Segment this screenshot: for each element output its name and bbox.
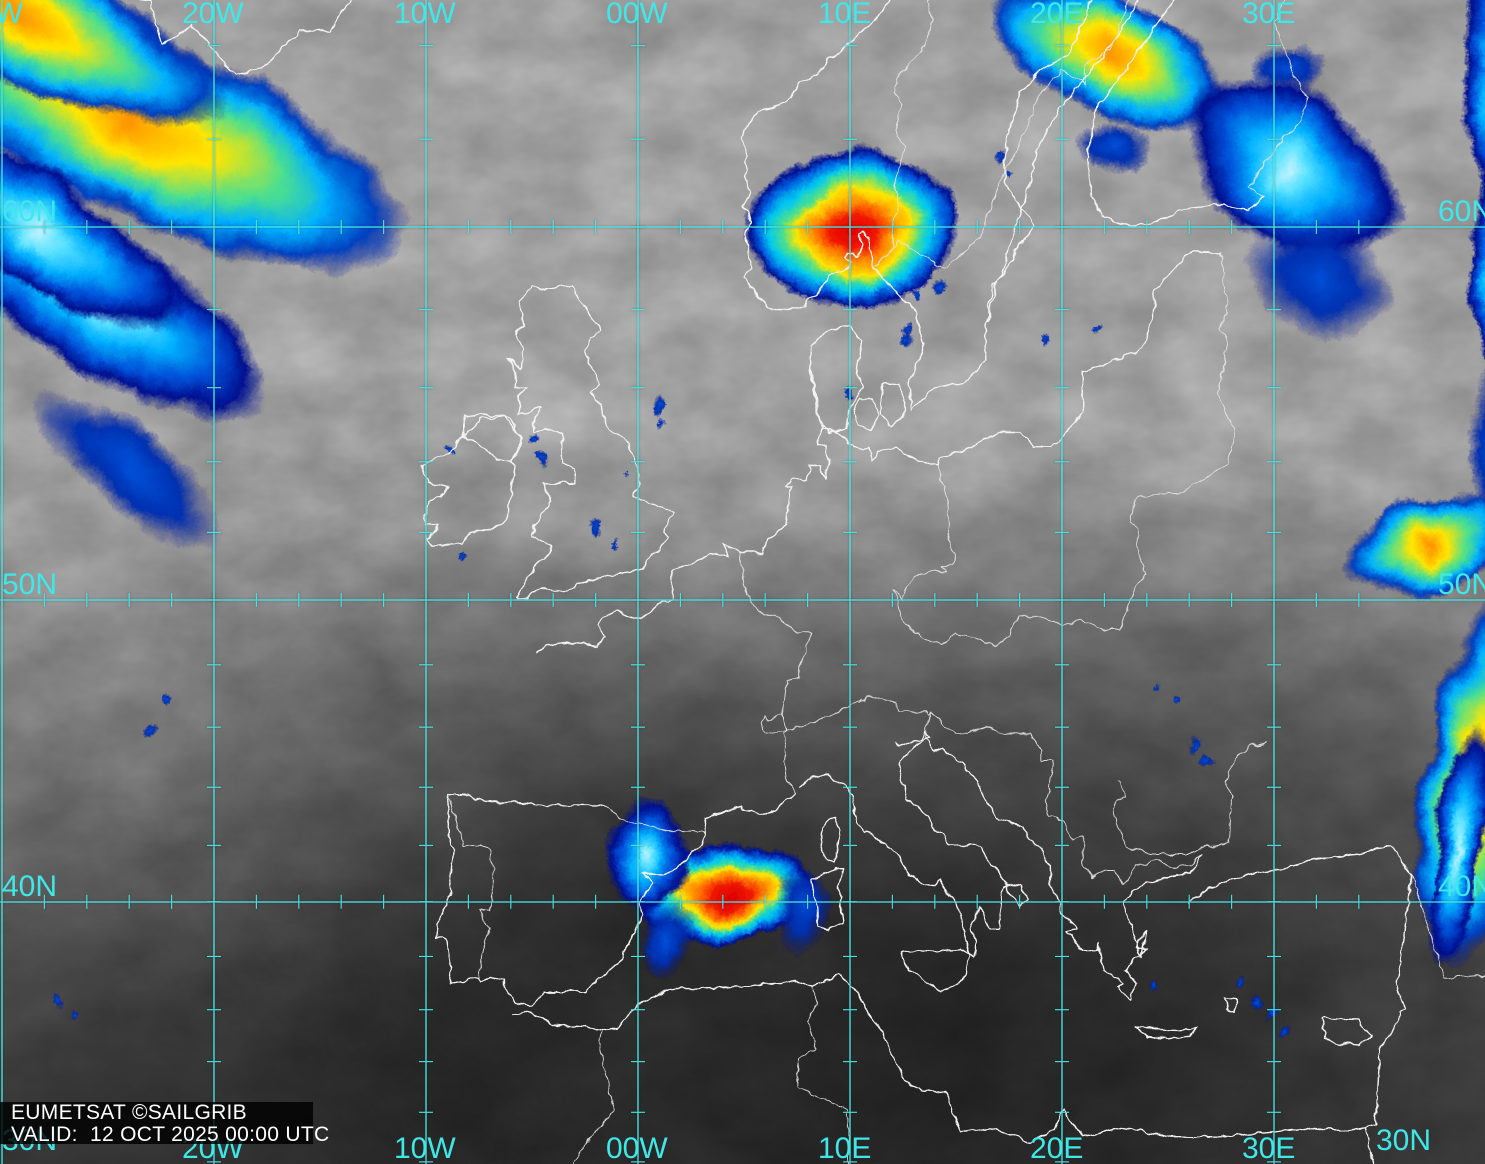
svg-text:50N: 50N (1438, 568, 1485, 601)
svg-text:10E: 10E (818, 1132, 871, 1164)
svg-text:40N: 40N (1438, 870, 1485, 903)
svg-text:20E: 20E (1030, 1132, 1083, 1164)
svg-text:00W: 00W (606, 0, 668, 30)
svg-text:50N: 50N (2, 568, 57, 601)
svg-text:60N: 60N (1438, 195, 1485, 228)
svg-text:00W: 00W (606, 1132, 668, 1164)
svg-text:20E: 20E (1030, 0, 1083, 30)
svg-text:60N: 60N (2, 195, 57, 228)
svg-text:10W: 10W (394, 1132, 456, 1164)
svg-text:40N: 40N (2, 870, 57, 903)
svg-text:30E: 30E (1242, 0, 1295, 30)
svg-text:10E: 10E (818, 0, 871, 30)
svg-text:30E: 30E (1242, 1132, 1295, 1164)
svg-text:30N: 30N (1376, 1124, 1431, 1157)
svg-text:20W: 20W (182, 0, 244, 30)
svg-text:10W: 10W (394, 0, 456, 30)
svg-text:0W: 0W (0, 0, 24, 30)
